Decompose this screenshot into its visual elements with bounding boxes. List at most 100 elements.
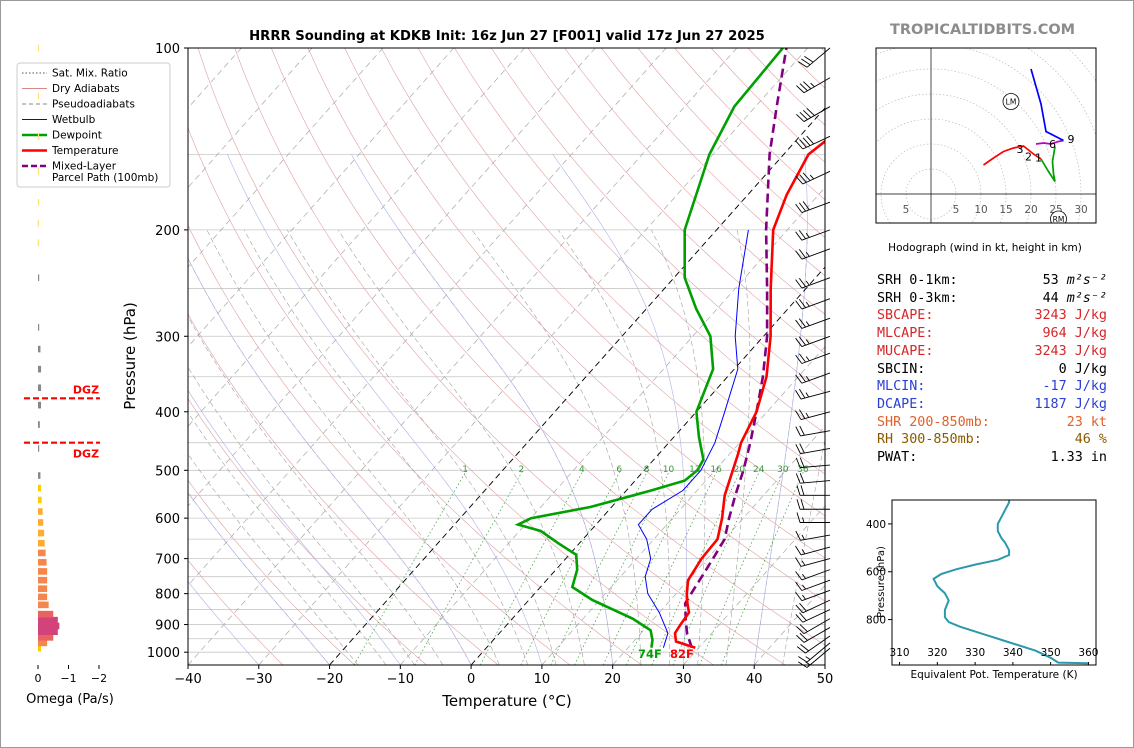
pseudoadiabat (188, 257, 472, 665)
pseudoadiabat (471, 229, 642, 665)
dgz-label: DGZ (73, 448, 99, 461)
chart-title: HRRR Sounding at KDKB Init: 16z Jun 27 [… (249, 29, 765, 44)
mixing-ratio-label: 4 (579, 465, 585, 475)
isotherm (188, 48, 667, 586)
barb-feather (799, 83, 808, 92)
dry-adiabat (188, 479, 355, 665)
wetbulb-isopleth (188, 257, 472, 665)
omega-bar (38, 274, 40, 282)
barb-feather (795, 426, 801, 437)
wind-barbs (795, 47, 831, 668)
barb-feather (795, 337, 803, 347)
index-value: 23 kt (990, 414, 1107, 432)
barb-feather (795, 374, 803, 384)
barb-staff (800, 411, 831, 420)
barb-feather (795, 410, 802, 420)
dry-adiabat (234, 48, 786, 665)
hodograph-marker (1002, 93, 1020, 110)
wind-barb (795, 135, 831, 150)
barb-feather (795, 140, 804, 150)
barb-half-feather (805, 375, 810, 381)
wind-barb (795, 317, 831, 329)
omega-bar (38, 484, 42, 492)
theta-e-y-tick-label: 800 (866, 615, 886, 627)
isotherm-minus20 (329, 107, 825, 665)
index-label: RH 300-850mb: (877, 432, 982, 448)
index-row: MLCIN: -17 J/kg (877, 378, 1107, 396)
legend-label: Dry Adiabats (52, 83, 120, 95)
barb-staff (801, 352, 831, 364)
hodograph-title: Hodograph (wind in kt, height in km) (888, 242, 1082, 254)
wind-barb (798, 47, 831, 68)
hodograph-marker-label: RM (1053, 215, 1065, 224)
dry-adiabat (188, 559, 284, 665)
pseudoadiabat (206, 229, 500, 665)
barb-feather (799, 473, 805, 484)
theta-e-x-tick-label: 340 (1003, 647, 1023, 659)
index-label: PWAT: (877, 450, 918, 466)
omega-bar (38, 421, 40, 428)
theta-e-x-label: Equivalent Pot. Temperature (K) (910, 669, 1077, 681)
barb-half-feather (805, 321, 810, 326)
wind-barb (795, 457, 831, 469)
wind-barb (796, 618, 831, 635)
theta-e-frame (891, 499, 1097, 666)
wind-barb (796, 512, 830, 523)
barb-feather (799, 632, 808, 641)
mixing-ratio-label: 13 (689, 465, 700, 475)
barb-feather (796, 485, 801, 496)
index-value: 1187 J/kg (957, 396, 1107, 414)
theta-e-y-tick-label: 400 (866, 519, 886, 531)
hodograph-marker-label: LM (1006, 98, 1017, 107)
wind-barb (796, 627, 831, 643)
barb-half-feather (809, 174, 815, 180)
wind-barb (795, 248, 831, 260)
index-value-number: 964 J/kg (1042, 326, 1108, 342)
barb-feather (800, 499, 805, 510)
hodograph-tick-label: 5 (953, 204, 960, 216)
barb-half-feather (805, 392, 810, 398)
wetbulb-isopleth (188, 492, 330, 665)
barb-half-feather (805, 232, 810, 238)
barb-feather (799, 409, 806, 419)
omega-bar (38, 345, 41, 353)
theta-e-y-tick-label: 600 (866, 567, 886, 579)
dry-adiabat (417, 48, 825, 475)
barb-staff (800, 464, 831, 469)
index-value-number: 44 (1042, 290, 1059, 306)
wind-barb (795, 170, 831, 185)
mixing-ratio-label: 8 (644, 465, 650, 475)
wind-barb (796, 499, 830, 510)
barb-staff (803, 106, 831, 122)
wind-barb (796, 635, 831, 654)
omega-bar (38, 601, 49, 609)
barb-feather (795, 530, 801, 541)
pseudoadiabat (243, 229, 528, 665)
index-label: SBCIN: (877, 361, 926, 377)
hodograph-tick-label: 20 (1024, 204, 1037, 216)
barb-half-feather (805, 356, 810, 361)
barb-feather (799, 112, 808, 120)
y-tick-label: 900 (155, 619, 180, 634)
barb-staff (801, 229, 831, 241)
index-row: SRH 0-1km: 53 m²s⁻² (877, 272, 1107, 290)
barb-feather (795, 175, 804, 185)
omega-bar (38, 639, 48, 647)
index-label: SRH 0-3km: (877, 290, 958, 306)
index-value: 46 % (982, 431, 1107, 449)
wetbulb-isopleth (188, 389, 401, 665)
wind-barb (795, 277, 831, 289)
wind-barb (795, 579, 831, 591)
index-row: SBCAPE: 3243 J/kg (877, 307, 1107, 325)
omega-x-label: Omega (Pa/s) (26, 692, 114, 707)
index-label: MLCIN: (877, 379, 926, 395)
barb-feather (802, 81, 812, 90)
omega-bar (38, 508, 43, 515)
barb-feather (798, 373, 806, 383)
omega-bar (38, 324, 40, 331)
theta-e-axes: 310 320 330 340 350 360 400 600 800 (866, 519, 1098, 665)
hodograph-tick-label: 10 (974, 204, 987, 216)
index-value: 53 m²s⁻² (958, 272, 1107, 290)
barb-feather (795, 319, 803, 329)
pseudoadiabat (725, 229, 751, 665)
